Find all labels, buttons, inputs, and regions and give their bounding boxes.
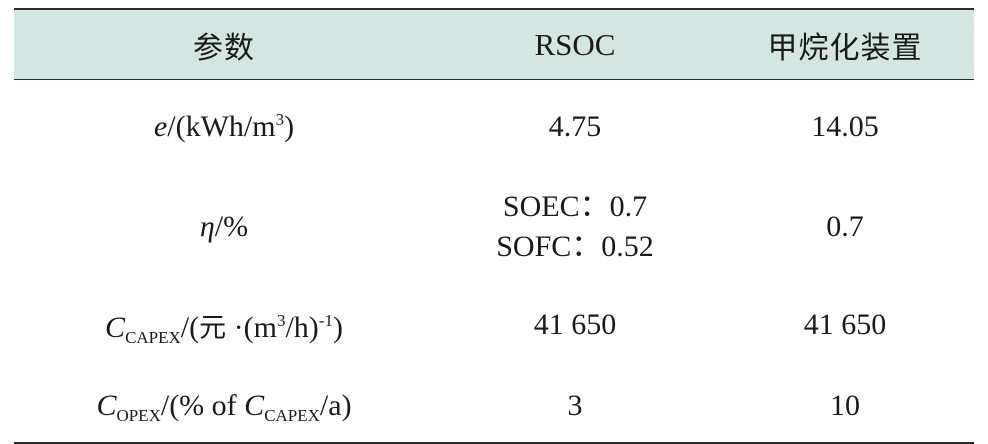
- rsoc-value: 3: [434, 370, 716, 444]
- unit-text: ·(m: [226, 310, 277, 344]
- unit-text: /a): [319, 389, 352, 422]
- unit-yuan: 元: [199, 312, 227, 344]
- methanation-value: 10: [716, 370, 974, 444]
- methanation-value: 41 650: [803, 308, 887, 341]
- table-row: η/% SOEC：0.7 SOFC：0.52 0.7: [14, 174, 974, 280]
- param-cell-opex: COPEX/(% of CCAPEX/a): [14, 370, 434, 444]
- unit-text: /(kWh/m: [167, 110, 276, 143]
- table-header-row: 参数 RSOC 甲烷化装置: [14, 8, 974, 80]
- unit-superscript: 3: [275, 110, 285, 129]
- symbol-subscript: CAPEX: [264, 406, 320, 425]
- param-cell-energy: e/(kWh/m3): [14, 80, 434, 175]
- unit-text: /(: [180, 310, 200, 344]
- symbol-subscript: OPEX: [116, 406, 161, 425]
- unit-text: ): [284, 110, 295, 143]
- table-row: CCAPEX/(元 ·(m3/h)-1) 41 650 41 650: [14, 280, 974, 370]
- unit-superscript: -1: [318, 310, 333, 330]
- header-rsoc: RSOC: [434, 8, 716, 80]
- rsoc-soec-value: SOEC：0.7: [502, 190, 648, 223]
- symbol-subscript: CAPEX: [125, 327, 181, 347]
- symbol-eta: η: [199, 210, 215, 243]
- table-row: e/(kWh/m3) 4.75 14.05: [14, 80, 974, 175]
- param-cell-capex: CCAPEX/(元 ·(m3/h)-1): [14, 280, 434, 370]
- methanation-value: 0.7: [826, 210, 864, 243]
- symbol-c-inner: C: [244, 389, 265, 422]
- table-row: COPEX/(% of CCAPEX/a) 3 10: [14, 370, 974, 444]
- header-parameter: 参数: [14, 8, 434, 80]
- unit-superscript: 3: [276, 310, 286, 330]
- rsoc-sofc-value: SOFC：0.52: [496, 230, 654, 263]
- rsoc-value: SOEC：0.7 SOFC：0.52: [434, 174, 716, 280]
- unit-text: /%: [214, 210, 249, 243]
- unit-text: /h): [285, 310, 319, 344]
- unit-text: ): [332, 310, 343, 344]
- symbol-c: C: [96, 389, 117, 422]
- param-cell-efficiency: η/%: [14, 174, 434, 280]
- unit-text: /(% of: [160, 389, 245, 422]
- methanation-value: 14.05: [811, 110, 879, 143]
- symbol-c: C: [105, 310, 126, 344]
- parameter-table: 参数 RSOC 甲烷化装置 e/(kWh/m3) 4.75 14.05 η/% …: [14, 8, 974, 444]
- rsoc-value: 4.75: [548, 110, 602, 143]
- symbol-e: e: [153, 110, 168, 143]
- rsoc-value: 41 650: [533, 308, 617, 341]
- header-methanation: 甲烷化装置: [716, 8, 974, 80]
